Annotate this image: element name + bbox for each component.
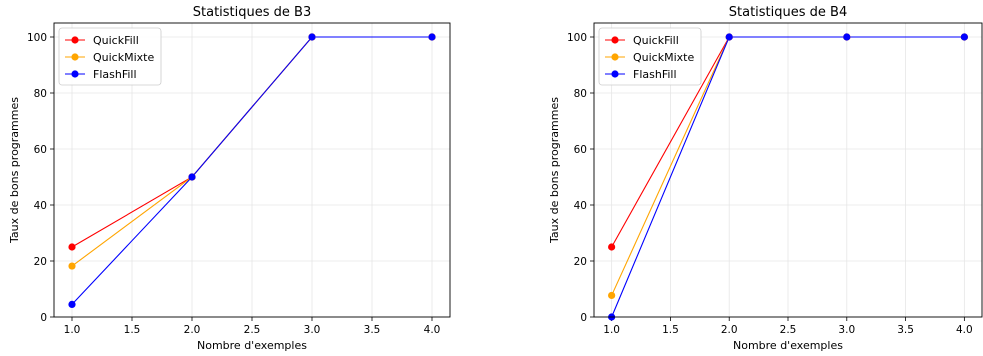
legend-box [598, 27, 702, 86]
x-tick-label: 1.5 [124, 324, 141, 336]
y-axis-label: Taux de bons programmes [548, 97, 561, 244]
y-tick-label: 60 [34, 144, 47, 156]
chart-title: Statistiques de B4 [729, 5, 847, 20]
y-tick-label: 0 [580, 312, 587, 324]
x-tick-label: 1.5 [662, 324, 679, 336]
x-tick-label: 2.5 [244, 324, 261, 336]
series-line-flashfill [71, 36, 432, 305]
x-tick-label: 4.0 [956, 324, 973, 336]
x-axis-label: Nombre d'exemples [733, 339, 843, 352]
x-tick-label: 2.5 [780, 324, 797, 336]
y-tick-label: 60 [574, 144, 587, 156]
data-point-quickmixte [68, 262, 76, 270]
legend-label-flashfill: FlashFill [93, 68, 137, 81]
chart-title: Statistiques de B3 [193, 5, 311, 20]
y-tick-label: 100 [27, 32, 47, 44]
y-tick-label: 20 [34, 256, 47, 268]
data-point-flashfill [725, 33, 733, 41]
legend-label-quickmixte: QuickMixte [633, 51, 694, 64]
legend-marker-quickmixte [71, 53, 79, 61]
data-point-quickfill [68, 243, 76, 251]
data-point-flashfill [188, 173, 196, 181]
data-point-quickmixte [608, 291, 616, 300]
x-tick-label: 3.0 [304, 324, 321, 336]
plot-frame [593, 22, 983, 318]
x-tick-label: 3.5 [897, 324, 914, 336]
y-axis-label: Taux de bons programmes [8, 97, 21, 244]
y-tick-label: 40 [34, 200, 47, 212]
y-tick-label: 40 [574, 200, 587, 212]
legend-label-quickfill: QuickFill [633, 34, 679, 47]
legend-marker-quickfill [611, 36, 619, 44]
data-point-flashfill [960, 33, 968, 41]
x-tick-label: 3.0 [838, 324, 855, 336]
data-point-flashfill [308, 33, 316, 41]
x-tick-label: 4.0 [424, 324, 441, 336]
chart-1: 1.0 1.5 2.0 2.5 3.0 3.5 4.0 0 20 40 60 80 100 Statist… [8, 5, 451, 352]
y-tick-label: 80 [34, 88, 47, 100]
y-tick-label: 0 [40, 312, 47, 324]
x-tick-label: 1.0 [603, 324, 620, 336]
x-tick-label: 1.0 [64, 324, 81, 336]
data-point-flashfill [428, 33, 436, 41]
legend-marker-flashfill [71, 70, 79, 78]
legend-label-quickfill: QuickFill [93, 34, 139, 47]
legend-marker-quickfill [71, 36, 79, 44]
data-point-flashfill [843, 33, 851, 41]
legend-box [58, 27, 162, 86]
legend-label-quickmixte: QuickMixte [93, 51, 154, 64]
plot-frame [53, 22, 451, 318]
x-tick-label: 3.5 [364, 324, 381, 336]
legend: QuickFill QuickMixte FlashFill [58, 27, 162, 86]
x-axis-label: Nombre d'exemples [197, 339, 307, 352]
y-tick-label: 20 [574, 256, 587, 268]
x-tick-label: 2.0 [721, 324, 738, 336]
chart-2: 1.0 1.5 2.0 2.5 3.0 3.5 4.0 0 20 40 60 80 100 Statist… [548, 5, 983, 352]
data-point-quickfill [608, 243, 616, 251]
series-line-flashfill [611, 36, 965, 318]
data-point-flashfill [68, 300, 76, 308]
legend-label-flashfill: FlashFill [633, 68, 677, 81]
y-tick-label: 100 [567, 32, 587, 44]
legend-marker-flashfill [611, 70, 619, 78]
y-tick-label: 80 [574, 88, 587, 100]
x-tick-label: 2.0 [184, 324, 201, 336]
legend-marker-quickmixte [611, 53, 619, 61]
legend: QuickFill QuickMixte FlashFill [598, 27, 702, 86]
